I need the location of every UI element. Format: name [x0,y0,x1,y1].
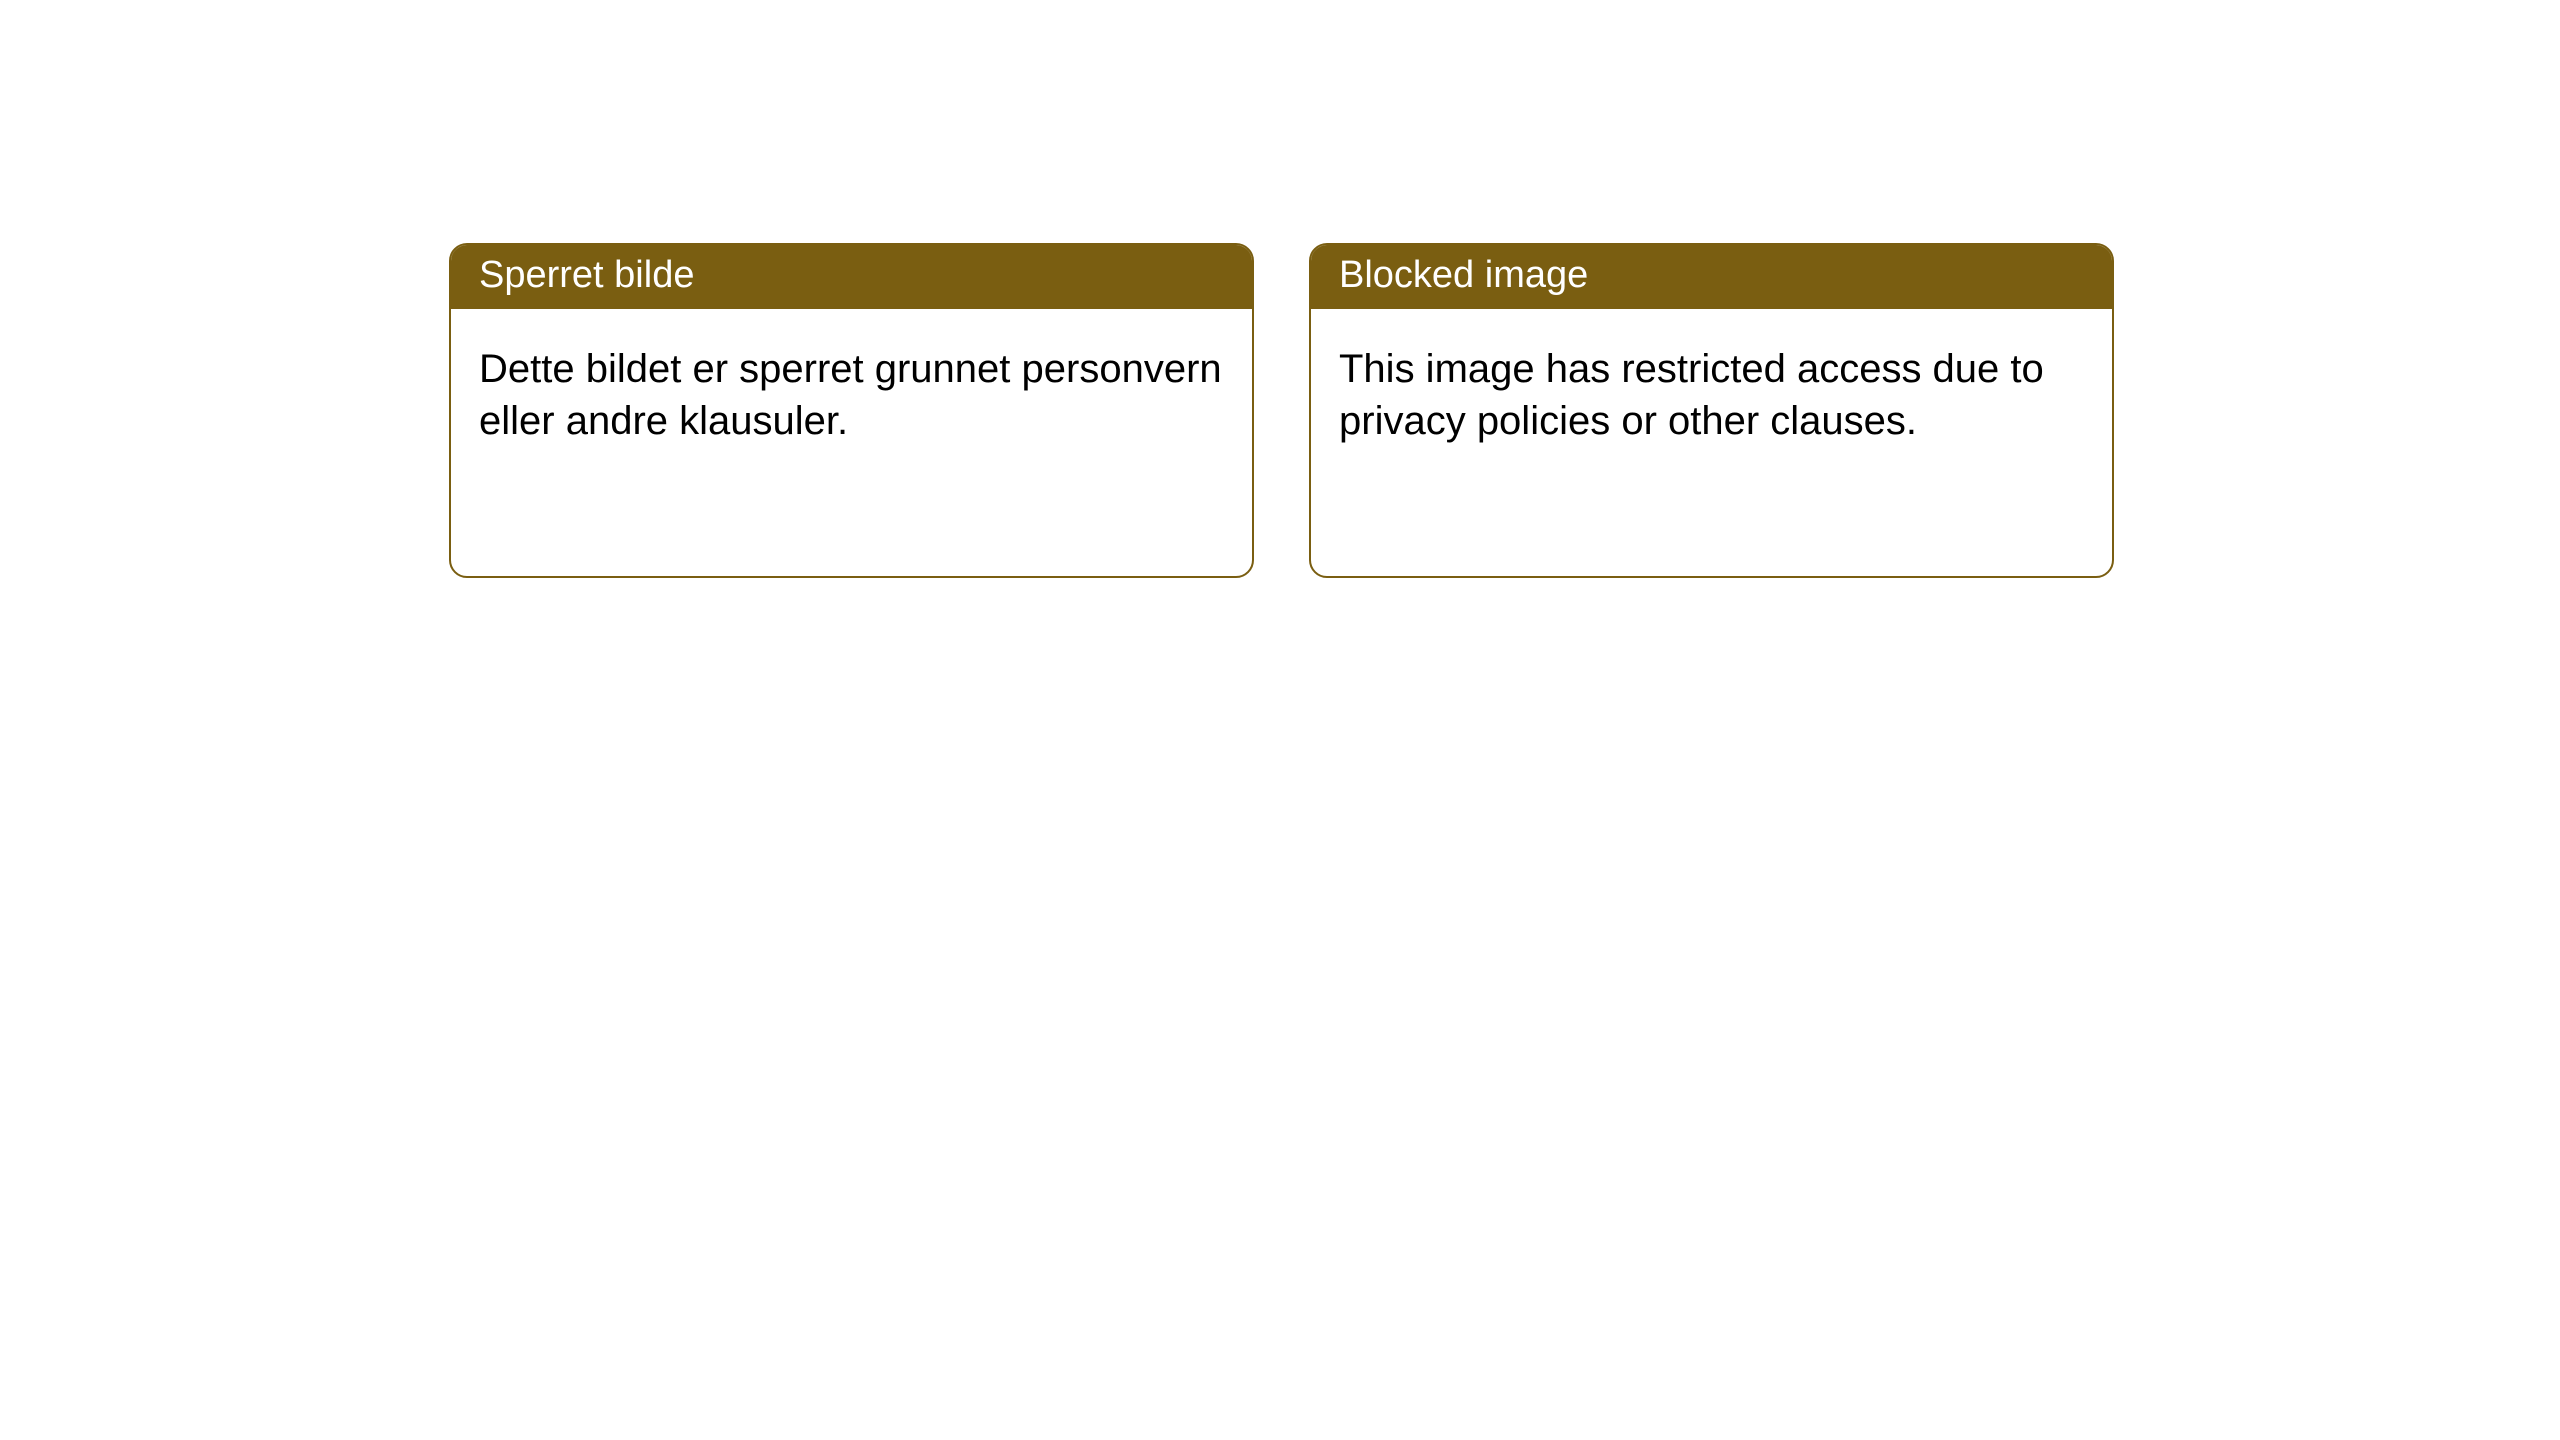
card-body-text: This image has restricted access due to … [1339,347,2044,443]
card-body: This image has restricted access due to … [1311,309,2112,475]
notice-card-english: Blocked image This image has restricted … [1309,243,2114,578]
card-header: Blocked image [1311,245,2112,309]
card-body: Dette bildet er sperret grunnet personve… [451,309,1252,475]
card-body-text: Dette bildet er sperret grunnet personve… [479,347,1222,443]
card-title: Blocked image [1339,254,1588,296]
card-header: Sperret bilde [451,245,1252,309]
notice-card-norwegian: Sperret bilde Dette bildet er sperret gr… [449,243,1254,578]
card-title: Sperret bilde [479,254,694,296]
notice-cards-container: Sperret bilde Dette bildet er sperret gr… [0,0,2560,578]
